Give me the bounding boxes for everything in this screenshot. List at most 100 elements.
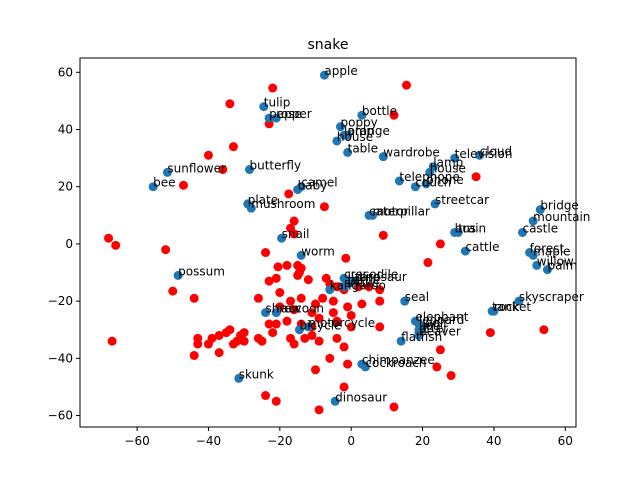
labeled-point <box>277 233 287 243</box>
point-label: apple <box>324 64 357 78</box>
labeled-point <box>514 296 524 306</box>
unlabeled-point <box>375 296 385 306</box>
labeled-point <box>535 205 545 215</box>
unlabeled-point <box>104 233 114 243</box>
labeled-point <box>271 308 281 318</box>
unlabeled-point <box>325 353 335 363</box>
point-label: shrew <box>266 302 302 316</box>
x-tick-label: 0 <box>347 434 355 448</box>
labeled-point <box>396 336 406 346</box>
x-tick-label: −40 <box>196 434 221 448</box>
unlabeled-point <box>289 339 299 349</box>
point-label: crocodile <box>344 267 398 281</box>
point-label: leopard <box>419 313 464 327</box>
chart-title: snake <box>308 37 349 53</box>
labeled-point <box>325 285 335 295</box>
unlabeled-point <box>289 305 299 315</box>
unlabeled-point <box>289 229 299 239</box>
unlabeled-point <box>378 230 388 240</box>
point-label: pepper <box>269 107 312 121</box>
labeled-point <box>378 152 388 162</box>
unlabeled-point <box>189 350 199 360</box>
y-tick-label: 40 <box>58 123 73 137</box>
labeled-point <box>303 322 313 332</box>
unlabeled-point <box>314 336 324 346</box>
unlabeled-point <box>332 316 342 326</box>
labeled-point <box>460 246 470 256</box>
unlabeled-point <box>178 180 188 190</box>
unlabeled-point <box>311 365 321 375</box>
labeled-point <box>244 165 254 175</box>
unlabeled-point <box>343 302 353 312</box>
unlabeled-point <box>432 362 442 372</box>
unlabeled-point <box>107 336 117 346</box>
labeled-point <box>542 265 552 275</box>
point-label: kangaroo <box>330 279 386 293</box>
point-label: bridge <box>540 199 579 213</box>
unlabeled-point <box>261 391 271 401</box>
unlabeled-point <box>225 99 235 109</box>
labeled-point <box>528 216 538 226</box>
unlabeled-point <box>328 296 338 306</box>
y-tick-label: −40 <box>48 351 73 365</box>
point-label: forest <box>530 242 565 256</box>
point-label: worm <box>301 244 335 258</box>
unlabeled-point <box>228 142 238 152</box>
point-label: lion <box>419 319 441 333</box>
unlabeled-point <box>111 240 121 250</box>
labeled-point <box>475 150 485 160</box>
point-label: raccoon <box>276 302 324 316</box>
labeled-point <box>264 113 274 123</box>
unlabeled-point <box>203 150 213 160</box>
unlabeled-point <box>271 396 281 406</box>
point-label: orange <box>348 124 390 138</box>
labeled-point <box>350 276 360 286</box>
x-tick-label: 40 <box>486 434 501 448</box>
labeled-point <box>400 296 410 306</box>
labeled-point <box>296 182 306 192</box>
point-label: couch <box>415 176 451 190</box>
labeled-point <box>332 136 342 146</box>
unlabeled-point <box>193 339 203 349</box>
unlabeled-point <box>284 189 294 199</box>
labeled-point <box>246 203 256 213</box>
unlabeled-point <box>307 330 317 340</box>
unlabeled-point <box>239 336 249 346</box>
labeled-point <box>532 260 542 270</box>
unlabeled-point <box>271 319 281 329</box>
unlabeled-point <box>319 202 329 212</box>
point-label: poppy <box>340 116 377 130</box>
y-tick-label: −20 <box>48 294 73 308</box>
unlabeled-point <box>314 313 324 323</box>
unlabeled-point <box>446 371 456 381</box>
y-tick-label: 0 <box>65 237 73 251</box>
labeled-point <box>394 176 404 186</box>
unlabeled-point <box>357 299 367 309</box>
point-label: cattle <box>465 240 499 254</box>
point-label: bee <box>153 176 175 190</box>
point-label: bus <box>455 221 476 235</box>
unlabeled-point <box>423 258 433 268</box>
labeled-point <box>259 102 269 112</box>
unlabeled-point <box>273 262 283 272</box>
point-label: television <box>455 147 513 161</box>
labeled-point <box>421 179 431 189</box>
unlabeled-point <box>339 342 349 352</box>
unlabeled-point <box>375 285 385 295</box>
unlabeled-point <box>389 402 399 412</box>
labeled-point <box>360 362 370 372</box>
point-label: mushroom <box>251 197 315 211</box>
unlabeled-point <box>214 348 224 358</box>
plot-frame <box>79 57 577 428</box>
point-label: wardrobe <box>383 146 440 160</box>
unlabeled-point <box>314 405 324 415</box>
point-label: skyscraper <box>519 290 584 304</box>
unlabeled-point <box>296 293 306 303</box>
point-label: telephone <box>399 170 459 184</box>
point-label: train <box>458 221 486 235</box>
point-label: lizard <box>348 270 381 284</box>
point-label: butterfly <box>249 159 301 173</box>
unlabeled-point <box>539 325 549 335</box>
labeled-point <box>173 270 183 280</box>
unlabeled-point <box>207 333 217 343</box>
